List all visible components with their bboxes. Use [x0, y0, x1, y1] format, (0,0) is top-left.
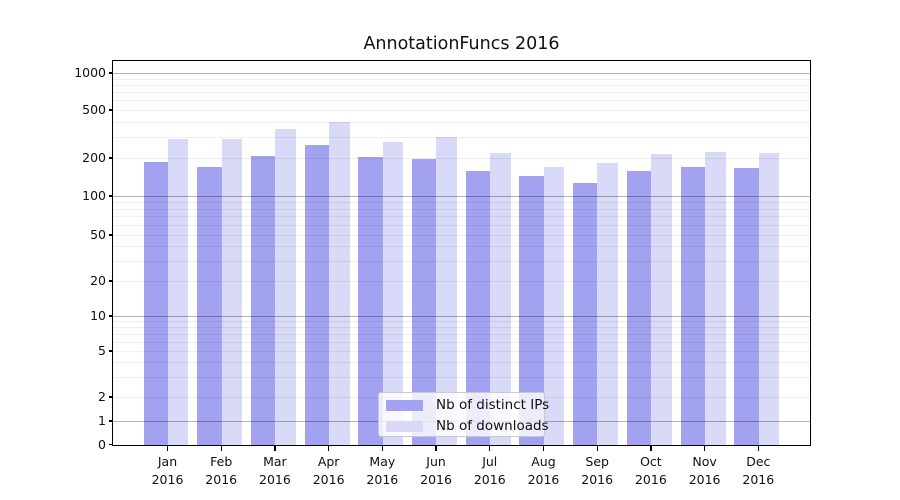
x-tick-label: Apr 2016 — [297, 453, 361, 488]
y-tick-label: 2 — [98, 389, 106, 404]
x-tick-month: Sep — [585, 454, 609, 469]
legend-entry: Nb of distinct IPs — [386, 397, 550, 413]
x-tick-year: 2016 — [634, 471, 667, 487]
y-tick-label: 1 — [98, 413, 106, 428]
x-tick-year: 2016 — [312, 471, 345, 487]
x-tick-mark — [327, 446, 330, 451]
x-tick-month: Jan — [157, 454, 178, 469]
x-tick-month: Feb — [210, 454, 233, 469]
x-tick-label: Mar 2016 — [243, 453, 307, 488]
x-tick-year: 2016 — [205, 471, 238, 487]
y-tick-label: 10 — [90, 308, 106, 323]
x-tick-year: 2016 — [688, 471, 721, 487]
x-tick-label: Feb 2016 — [189, 453, 253, 488]
chart-title: AnnotationFuncs 2016 — [363, 34, 560, 54]
x-tick-year: 2016 — [420, 471, 452, 487]
x-tick-year: 2016 — [527, 471, 560, 487]
x-tick-year: 2016 — [742, 471, 775, 487]
x-tick-mark — [489, 446, 491, 451]
x-tick-month: Dec — [746, 454, 771, 469]
legend: Nb of distinct IPs Nb of downloads — [378, 392, 549, 437]
x-tick-label: Jul 2016 — [458, 453, 522, 488]
x-tick-month: Jun — [426, 454, 446, 469]
x-tick-label: Oct 2016 — [619, 453, 683, 488]
y-tick-label: 100 — [82, 188, 106, 203]
x-tick-month: Aug — [531, 454, 556, 469]
x-tick-month: May — [369, 454, 396, 469]
legend-swatch-icon — [386, 420, 423, 432]
legend-entry: Nb of downloads — [386, 418, 549, 434]
x-tick-label: Nov 2016 — [673, 453, 737, 488]
y-tick-label: 0 — [98, 436, 106, 452]
y-tick-label: 5 — [98, 343, 106, 358]
x-tick-mark — [542, 446, 545, 451]
y-tick-label: 500 — [82, 102, 106, 117]
x-tick-month: Nov — [692, 454, 717, 469]
x-tick-label: May 2016 — [350, 453, 414, 488]
x-tick-year: 2016 — [473, 471, 506, 487]
x-tick-mark — [220, 446, 222, 451]
x-tick-year: 2016 — [151, 471, 184, 487]
y-tick-label: 1000 — [74, 65, 106, 80]
x-tick-mark — [596, 446, 598, 451]
x-tick-mark — [381, 446, 383, 451]
x-tick-mark — [274, 446, 276, 451]
y-tick-label: 20 — [90, 273, 106, 288]
x-tick-label: Jan 2016 — [136, 453, 200, 488]
x-tick-month: Oct — [640, 454, 662, 469]
y-tick-label: 50 — [90, 227, 106, 242]
x-tick-label: Jun 2016 — [404, 453, 468, 488]
legend-label: Nb of downloads — [436, 418, 549, 434]
x-tick-mark — [166, 446, 169, 451]
x-tick-label: Aug 2016 — [511, 453, 575, 488]
x-tick-mark — [757, 446, 759, 451]
x-tick-year: 2016 — [366, 471, 399, 487]
x-tick-mark — [435, 446, 437, 451]
x-tick-month: Apr — [317, 454, 340, 469]
x-tick-label: Dec 2016 — [726, 453, 790, 488]
plot-area — [112, 60, 811, 446]
x-tick-label: Sep 2016 — [565, 453, 629, 488]
x-tick-mark — [703, 446, 706, 451]
y-tick-label: 200 — [82, 150, 106, 165]
x-tick-mark — [650, 446, 652, 451]
x-tick-month: Mar — [263, 454, 287, 469]
x-tick-month: Jul — [482, 454, 498, 469]
x-tick-year: 2016 — [581, 471, 614, 487]
legend-swatch-icon — [386, 399, 423, 411]
x-tick-year: 2016 — [259, 471, 291, 487]
legend-label: Nb of distinct IPs — [436, 397, 550, 413]
